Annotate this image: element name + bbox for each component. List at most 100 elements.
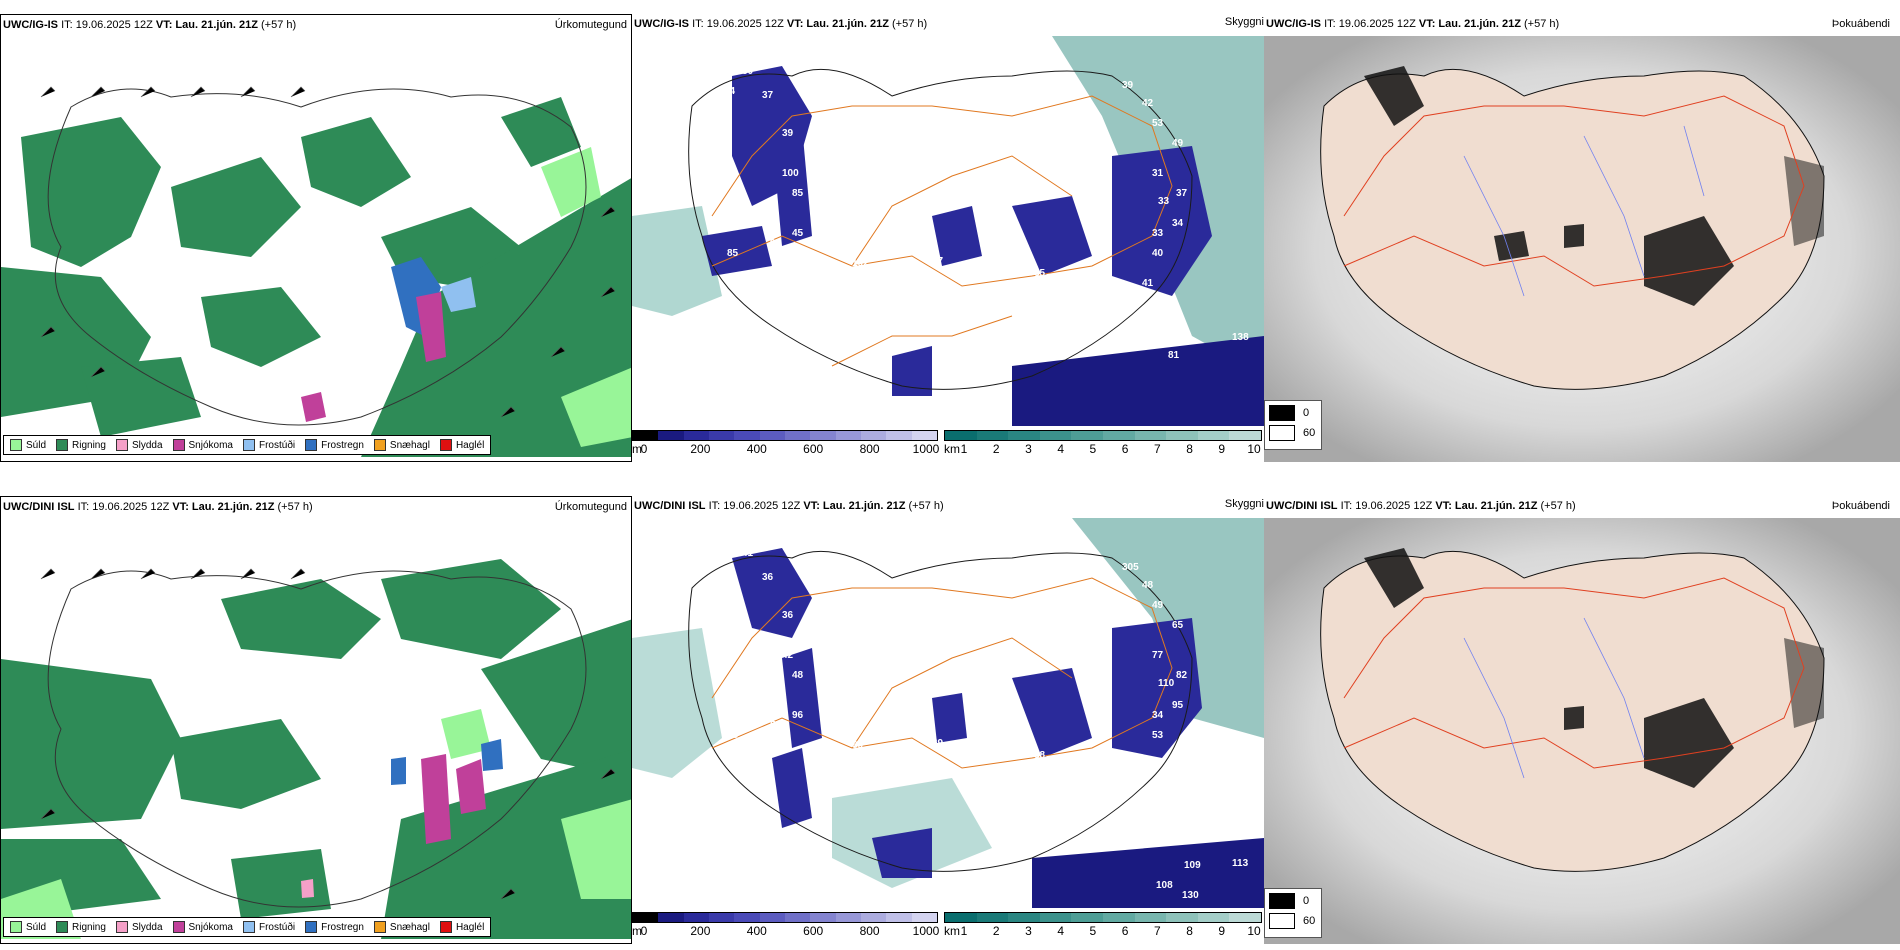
visibility-value-label: 89 — [852, 740, 864, 751]
visibility-colorbar: km 1 2 3 4 5 6 7 8 9 10 — [944, 912, 1262, 938]
colorbar-segment — [1039, 913, 1072, 922]
precip-legend: Súld Rigning Slydda Snjókoma Frostúði Frostre… — [3, 917, 492, 937]
legend-label: Slydda — [131, 921, 163, 933]
legend-label: Frostregn — [321, 439, 364, 451]
visibility-value-label: 83 — [977, 272, 989, 283]
visibility-value-label: 78 — [727, 730, 739, 741]
colorbar-segment — [945, 913, 977, 922]
sea-vis-label: 109 — [1184, 860, 1201, 871]
panel-header: UWC/IG-IS IT: 19.06.2025 12Z VT: Lau. 21… — [3, 19, 296, 31]
lead-time: (+57 h) — [261, 19, 297, 31]
colorbar-segment — [784, 913, 811, 922]
vt-label: VT: — [1435, 500, 1452, 512]
init-time: IT: 19.06.2025 12Z — [61, 19, 153, 31]
visibility-value-label: 42 — [1142, 98, 1154, 109]
visibility-value-label: 31 — [1152, 168, 1164, 179]
lead-time: (+57 h) — [1524, 18, 1560, 30]
legend-item: Súld — [10, 439, 46, 451]
vt-label: VT: — [172, 501, 189, 513]
legend-swatch — [115, 439, 128, 451]
panel-header: UWC/IG-IS IT: 19.06.2025 12Z VT: Lau. 21… — [634, 18, 927, 30]
fog-legend-row: 0 — [1265, 889, 1321, 909]
legend-item: Snæhagl — [373, 439, 430, 451]
panel-title: Skyggni — [1224, 498, 1264, 510]
legend-swatch — [242, 921, 255, 933]
visibility-value-label: 39 — [1122, 80, 1134, 91]
lead-time: (+57 h) — [1540, 500, 1576, 512]
visibility-value-label: 57 — [1102, 570, 1114, 581]
visibility-value-label: 39 — [782, 128, 794, 139]
legend-swatch — [439, 439, 452, 451]
colorbar-segment — [1102, 913, 1135, 922]
panel-title: Úrkomutegund — [554, 19, 627, 31]
init-time: IT: 19.06.2025 12Z — [708, 500, 801, 512]
rivers — [1463, 125, 1705, 297]
colorbar-segment — [1071, 913, 1103, 922]
model-name: UWC/DINI ISL — [3, 501, 75, 513]
precip-map — [1, 37, 631, 457]
visibility-value-label: 49 — [1172, 138, 1184, 149]
model-name: UWC/DINI ISL — [1266, 500, 1338, 512]
sea-vis-label: 130 — [1182, 890, 1199, 901]
height-colorbar: m 0 200 400 600 800 1000 — [632, 430, 939, 456]
visibility-value-label: 36 — [762, 572, 774, 583]
legend-label: Súld — [26, 439, 47, 451]
colorbar-tick: 5 — [1089, 442, 1097, 456]
colorbar-tick: 1 — [960, 924, 968, 938]
colorbar-tick: 600 — [803, 924, 824, 938]
visibility-value-label: 85 — [727, 248, 739, 259]
iceland-outline — [47, 570, 587, 908]
panel-title: Skyggni — [1224, 16, 1264, 28]
visibility-value-label: 37 — [1176, 188, 1188, 199]
vt-label: VT: — [155, 19, 173, 31]
colorbar-tick: 10 — [1247, 924, 1261, 938]
valid-time: Lau. 21.jún. 21Z — [806, 18, 889, 30]
visibility-unit: km — [944, 442, 960, 456]
legend-swatch — [56, 921, 69, 933]
legend-item: Frostúði — [242, 439, 295, 451]
legend-swatch — [172, 439, 185, 451]
height-unit: m — [632, 442, 642, 456]
colorbar-segment — [810, 431, 836, 440]
sea-vis-label: 138 — [1232, 332, 1249, 343]
visibility-value-label: 41 — [1142, 278, 1154, 289]
vt-label: VT: — [786, 18, 804, 30]
roads — [1343, 577, 1805, 769]
panel-header: UWC/DINI ISL IT: 19.06.2025 12Z VT: Lau.… — [3, 501, 313, 513]
colorbar-segment — [1008, 913, 1040, 922]
visibility-value-label: 39 — [1112, 786, 1124, 797]
colorbar-segment — [1102, 431, 1135, 440]
colorbar-tick: 1 — [960, 442, 968, 456]
colorbar-segment — [658, 431, 684, 440]
colorbar-tick: 7 — [1153, 924, 1161, 938]
precip-map — [1, 519, 631, 939]
legend-item: Frostúði — [242, 921, 295, 933]
legend-label: Snæhagl — [389, 439, 430, 451]
colorbar-tick: 600 — [803, 442, 824, 456]
rain-areas — [1, 97, 631, 457]
visibility-value-label: 34 — [1172, 218, 1184, 229]
colorbar-segment — [1166, 913, 1198, 922]
snow-areas — [301, 739, 503, 898]
snow-areas — [301, 257, 476, 422]
height-colorbar: m 0 200 400 600 800 1000 — [632, 912, 939, 938]
visibility-value-label: 37 — [762, 90, 774, 101]
colorbar-tick: 4 — [1057, 442, 1064, 456]
model-name: UWC/DINI ISL — [634, 500, 706, 512]
visibility-value-label: 167 — [1062, 276, 1079, 287]
visibility-value-label: 96 — [792, 710, 804, 721]
visibility-value-label: 53 — [1152, 118, 1164, 129]
fog-legend-row: 60 — [1265, 909, 1321, 929]
colorbar-tick: 8 — [1186, 442, 1193, 456]
colorbar-segment — [633, 431, 659, 440]
visibility-value-label: 53 — [1152, 730, 1164, 741]
visibility-value-label: 305 — [1122, 562, 1139, 573]
visibility-value-label: 95 — [1172, 700, 1184, 711]
colorbar-segment — [835, 431, 861, 440]
fog-legend-value: 0 — [1303, 895, 1310, 907]
fog-legend-row: 0 — [1265, 401, 1321, 421]
fog-legend-row: 60 — [1265, 421, 1321, 441]
fog-legend-swatch — [1269, 425, 1295, 441]
visibility-value-label: 48 — [792, 670, 804, 681]
